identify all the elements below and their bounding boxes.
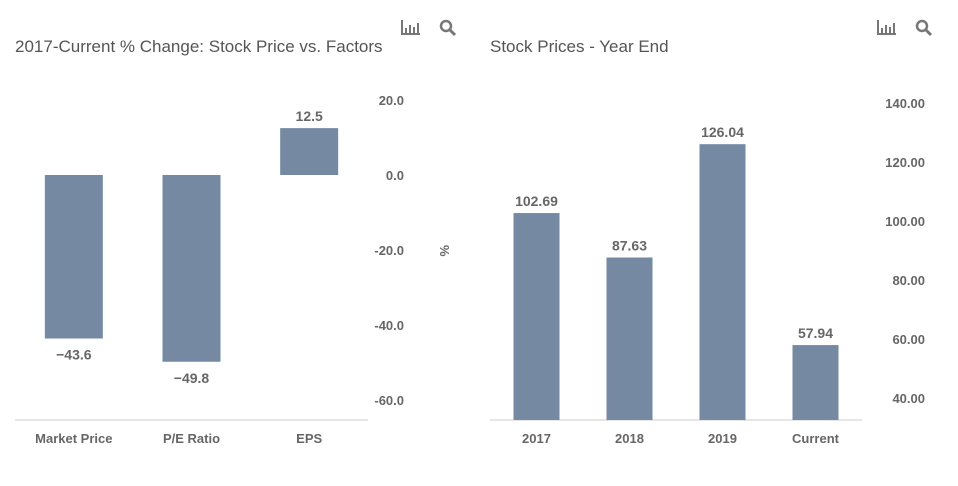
chart-1-category-label: P/E Ratio <box>163 431 220 446</box>
chart-1-ylabel: % <box>437 245 452 257</box>
chart-2-category-label: 2019 <box>708 431 737 446</box>
chart-2-data-label: 102.69 <box>515 193 558 209</box>
chart-2-data-label: 87.63 <box>612 237 647 253</box>
chart-1-bar[interactable] <box>280 128 339 175</box>
chart-2-y-tick: 40.00 <box>892 391 925 406</box>
chart-1-y-tick: -20.0 <box>374 243 404 258</box>
chart-2-category-label: 2017 <box>522 431 551 446</box>
chart-1-category-label: EPS <box>296 431 322 446</box>
chart-1-y-tick: -60.0 <box>374 393 404 408</box>
chart-2-category-label: 2018 <box>615 431 644 446</box>
chart-2-search-icon[interactable] <box>915 19 933 37</box>
chart-2-data-label: 57.94 <box>798 325 833 341</box>
chart-2-y-tick: 140.00 <box>885 96 925 111</box>
chart-2-data-label: 126.04 <box>701 124 744 140</box>
chart-2-y-tick: 100.00 <box>885 214 925 229</box>
chart-2-y-tick: 60.00 <box>892 332 925 347</box>
chart-1-bar[interactable] <box>162 175 221 362</box>
chart-1-bar[interactable] <box>44 175 103 339</box>
chart-1-data-label: −43.6 <box>56 347 92 363</box>
chart-2-bar[interactable] <box>792 345 839 420</box>
chart-2-y-tick: 120.00 <box>885 155 925 170</box>
chart-2-bar-chart-icon[interactable] <box>877 20 896 35</box>
chart-2-category-label: Current <box>792 431 840 446</box>
chart-1-y-tick: 20.0 <box>379 93 404 108</box>
chart-1-title: 2017-Current % Change: Stock Price vs. F… <box>15 37 383 56</box>
chart-1-bar-chart-icon[interactable] <box>401 20 420 35</box>
chart-1-data-label: −49.8 <box>174 370 210 386</box>
chart-1-search-icon[interactable] <box>439 19 457 37</box>
chart-1-y-tick: 0.0 <box>386 168 404 183</box>
chart-2-title: Stock Prices - Year End <box>490 37 669 56</box>
chart-2-bar[interactable] <box>513 213 560 420</box>
chart-1-data-label: 12.5 <box>296 108 323 124</box>
chart-2-y-tick: 80.00 <box>892 273 925 288</box>
chart-1-category-label: Market Price <box>35 431 112 446</box>
chart-2-bar[interactable] <box>606 257 653 420</box>
chart-1-y-tick: -40.0 <box>374 318 404 333</box>
chart-2-bar[interactable] <box>699 144 746 420</box>
